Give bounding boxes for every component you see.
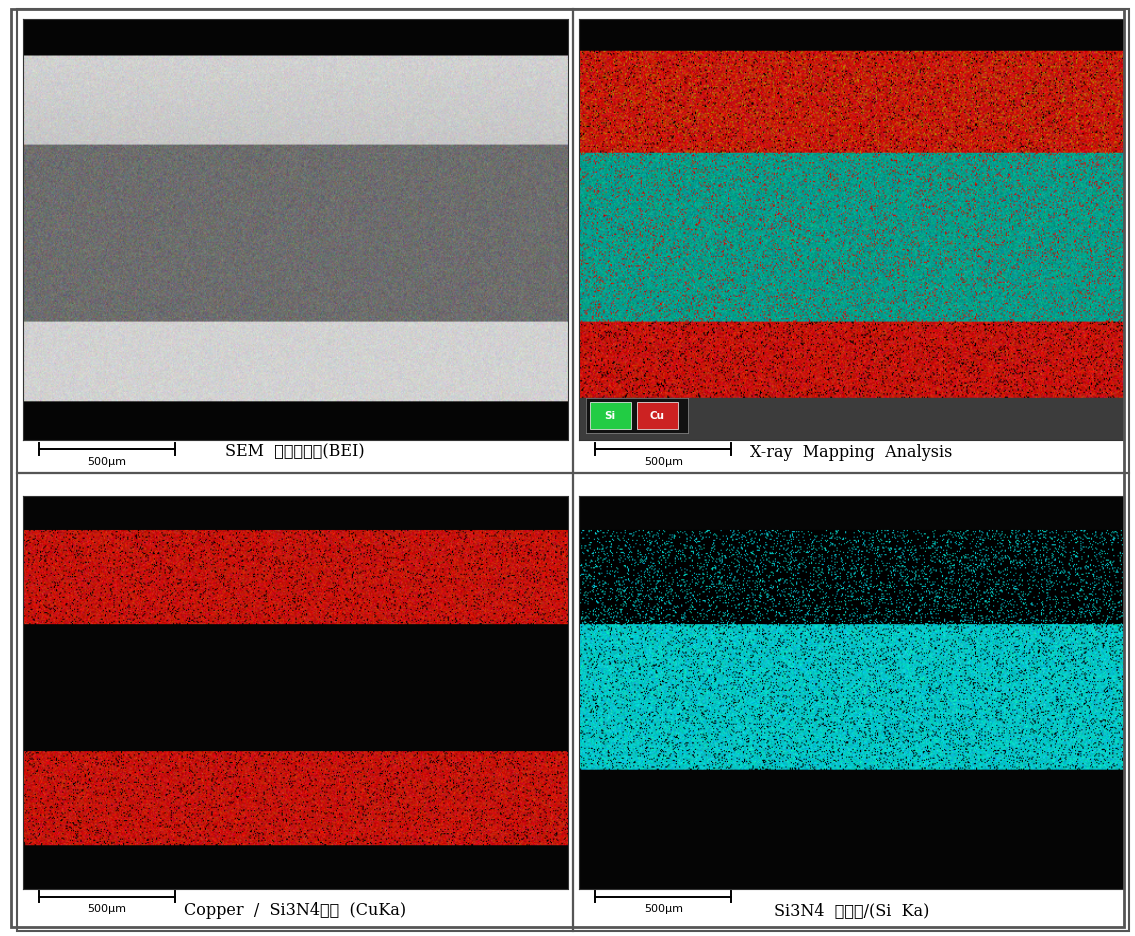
Text: Si3N4  기판층/(Si  Ka): Si3N4 기판층/(Si Ka)	[774, 902, 928, 919]
Bar	[637, 402, 678, 429]
Text: 500μm: 500μm	[644, 457, 683, 467]
Bar	[590, 402, 631, 429]
Text: Copper  /  Si3N4기판  (CuKa): Copper / Si3N4기판 (CuKa)	[184, 902, 406, 919]
Text: X-ray  Mapping  Analysis: X-ray Mapping Analysis	[750, 444, 952, 461]
Text: 500μm: 500μm	[87, 457, 127, 467]
Text: Si: Si	[605, 411, 616, 420]
Text: Cu: Cu	[649, 411, 665, 420]
Text: 500μm: 500μm	[644, 904, 683, 914]
Text: 500μm: 500μm	[87, 904, 127, 914]
Text: SEM  반사전자상(BEI): SEM 반사전자상(BEI)	[225, 444, 365, 461]
